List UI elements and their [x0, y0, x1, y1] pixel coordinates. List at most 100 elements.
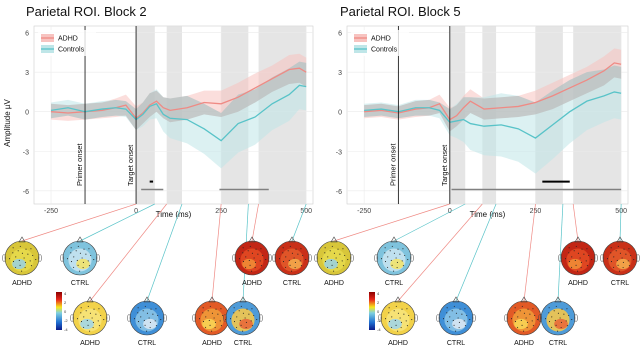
electrode-dot	[83, 248, 85, 250]
topomap-adhd	[192, 296, 232, 336]
topomap-label: CTRL	[447, 340, 465, 347]
topomap-label: ADHD	[514, 340, 534, 347]
nose-mark	[208, 296, 216, 303]
series-line-controls	[50, 84, 307, 142]
electrode-dot	[548, 307, 550, 309]
electrode-dot	[622, 267, 624, 269]
electrode-dot	[563, 313, 565, 315]
electrode-dot	[400, 321, 402, 323]
electrode-dot	[396, 267, 398, 269]
electrode-dot	[402, 265, 404, 267]
nose-mark	[554, 296, 562, 303]
electrode-dot	[342, 265, 344, 267]
electrode-dot	[80, 307, 82, 309]
x-tick-label: 250	[215, 208, 227, 215]
scalp-region	[76, 258, 90, 270]
electrode-dot	[606, 258, 609, 260]
primer-onset-label: Primer onset	[75, 143, 84, 186]
electrode-dot	[98, 308, 100, 310]
electrode-dot	[282, 261, 285, 263]
topomap-ctrl	[223, 296, 263, 336]
electrode-dot	[628, 248, 630, 250]
ear-mark	[268, 254, 272, 262]
electrode-dot	[405, 320, 407, 322]
chart-title: Parietal ROI. Block 2	[26, 4, 147, 19]
electrode-dot	[215, 308, 217, 310]
scalp-region	[390, 258, 404, 270]
electrode-dot	[395, 257, 397, 259]
electrode-dot	[233, 307, 235, 309]
electrode-dot	[150, 308, 152, 310]
electrode-dot	[387, 266, 389, 268]
nose-mark	[18, 236, 26, 243]
electrode-dot	[534, 314, 536, 317]
electrode-dot	[577, 270, 579, 272]
electrode-dot	[146, 330, 148, 332]
ear-mark	[70, 314, 74, 322]
scalp-region	[324, 258, 338, 270]
ear-mark	[574, 314, 578, 322]
electrode-dot	[291, 252, 293, 254]
y-tick-label: 0	[25, 110, 29, 117]
ci-overlap	[364, 65, 622, 132]
electrode-dot	[571, 256, 573, 258]
electrode-dot	[407, 259, 409, 261]
electrode-dot	[393, 252, 395, 254]
electrode-dot	[331, 245, 333, 247]
topomap-label: CTRL	[138, 340, 156, 347]
electrode-dot	[257, 253, 259, 255]
electrode-dot	[449, 326, 451, 328]
electrode-dot	[214, 327, 216, 329]
electrode-dot	[551, 316, 553, 318]
electrode-dot	[591, 259, 593, 261]
electrode-dot	[248, 259, 250, 262]
electrode-dot	[15, 256, 17, 258]
ear-mark	[472, 314, 476, 322]
electrode-dot	[79, 252, 81, 254]
topomap-connector	[79, 203, 155, 242]
y-tick-label: 6	[25, 31, 29, 38]
electrode-dot	[82, 261, 84, 263]
topomap-adhd	[558, 236, 598, 276]
electrode-dot	[146, 312, 148, 314]
electrode-dot	[389, 250, 391, 252]
electrode-dot	[571, 266, 573, 268]
electrode-dot	[92, 321, 94, 323]
ear-mark	[60, 254, 64, 262]
topomap-adhd	[314, 236, 354, 276]
ear-mark	[127, 314, 131, 322]
primer-onset-label: Primer onset	[388, 143, 397, 186]
scalp-region	[616, 258, 630, 270]
electrode-dot	[463, 320, 465, 322]
electrode-dot	[557, 330, 559, 332]
electrode-dot	[573, 250, 575, 252]
electrode-dot	[548, 312, 550, 314]
electrode-dot	[222, 314, 224, 317]
electrode-dot	[202, 307, 204, 309]
scalp-region	[143, 318, 157, 330]
electrode-dot	[238, 258, 241, 260]
electrode-dot	[393, 310, 395, 312]
electrode-dot	[391, 264, 393, 266]
electrode-dot	[82, 267, 84, 269]
electrode-dot	[324, 252, 326, 254]
electrode-dot	[396, 261, 398, 263]
electrode-dot	[242, 330, 244, 332]
electrode-dot	[245, 321, 247, 323]
electrode-dot	[35, 259, 37, 261]
electrode-dot	[25, 248, 27, 250]
y-tick-label: -6	[336, 189, 342, 196]
electrode-dot	[282, 247, 284, 249]
topomap-ctrl	[600, 236, 640, 276]
electrode-dot	[395, 324, 397, 326]
y-tick-label: 6	[338, 31, 342, 38]
electrode-dot	[229, 318, 232, 320]
electrode-dot	[580, 267, 582, 269]
electrode-dot	[521, 305, 523, 307]
electrode-dot	[553, 310, 555, 312]
electrode-dot	[300, 248, 302, 250]
electrode-dot	[89, 312, 91, 314]
topomap-label: ADHD	[324, 280, 344, 287]
electrode-dot	[282, 252, 284, 254]
electrode-dot	[70, 252, 72, 254]
